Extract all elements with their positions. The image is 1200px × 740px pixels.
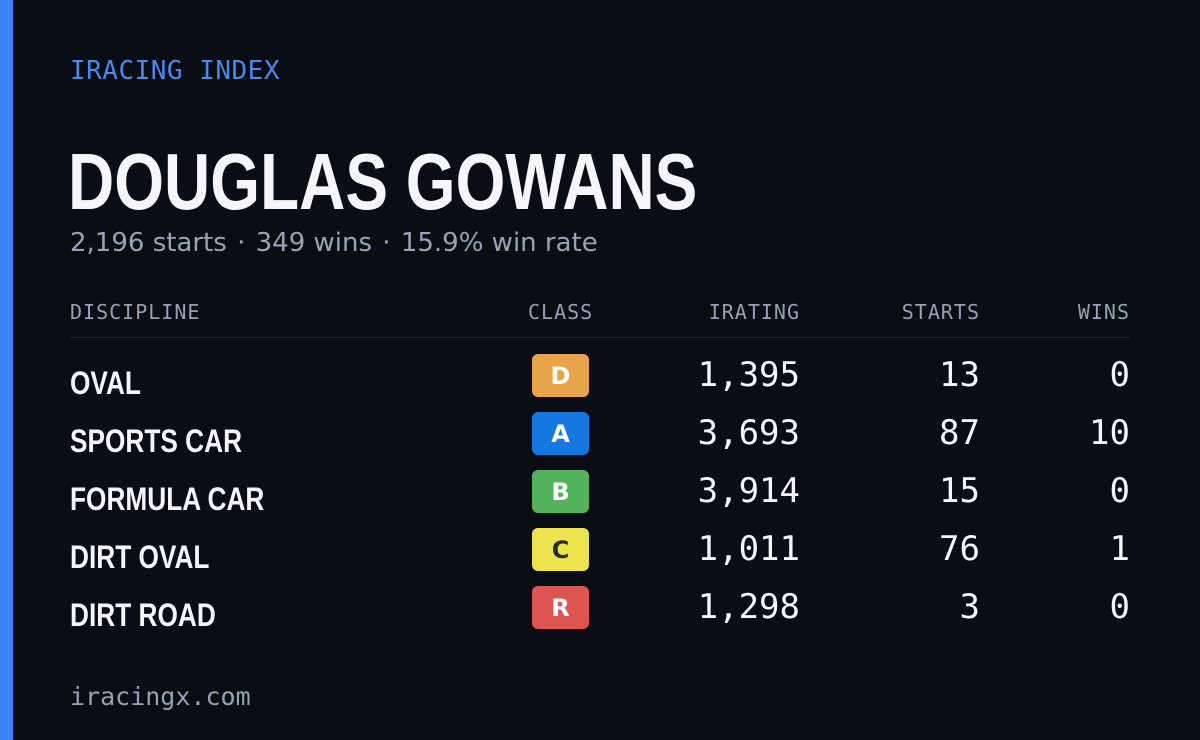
discipline-name: FORMULA CAR [70, 481, 265, 517]
summary-wins: 349 wins [255, 228, 373, 258]
class-badge: D [532, 354, 589, 397]
starts-value: 76 [939, 529, 980, 569]
wins-value: 10 [1089, 413, 1130, 453]
discipline-name: DIRT OVAL [70, 539, 210, 575]
brand-label: IRACING INDEX [70, 56, 280, 86]
accent-bar [0, 0, 13, 740]
table-row: FORMULA CAR B 3,914 15 0 [70, 469, 1130, 527]
table-row: OVAL D 1,395 13 0 [70, 353, 1130, 411]
irating-value: 1,298 [697, 587, 800, 627]
wins-value: 0 [1109, 471, 1130, 511]
table-header-row: DISCIPLINE CLASS IRATING STARTS WINS [70, 298, 1130, 338]
header-class: CLASS [528, 300, 594, 324]
wins-value: 1 [1109, 529, 1130, 569]
irating-value: 3,914 [697, 471, 800, 511]
header-wins: WINS [1077, 300, 1130, 324]
table-row: SPORTS CAR A 3,693 87 10 [70, 411, 1130, 469]
header-starts: STARTS [901, 300, 980, 324]
class-badge: R [532, 586, 589, 629]
player-name: DOUGLAS GOWANS [68, 137, 698, 226]
starts-value: 3 [959, 587, 980, 627]
class-badge: C [532, 528, 589, 571]
starts-value: 15 [939, 471, 980, 511]
summary-separator: · [382, 228, 391, 258]
table-row: DIRT ROAD R 1,298 3 0 [70, 585, 1130, 643]
wins-value: 0 [1109, 587, 1130, 627]
starts-value: 87 [939, 413, 980, 453]
irating-value: 3,693 [697, 413, 800, 453]
starts-value: 13 [939, 355, 980, 395]
discipline-name: DIRT ROAD [70, 597, 216, 633]
irating-value: 1,395 [697, 355, 800, 395]
stats-table: DISCIPLINE CLASS IRATING STARTS WINS OVA… [70, 298, 1130, 643]
class-badge: B [532, 470, 589, 513]
table-row: DIRT OVAL C 1,011 76 1 [70, 527, 1130, 585]
footer-site-link[interactable]: iracingx.com [70, 682, 251, 711]
wins-value: 0 [1109, 355, 1130, 395]
summary-starts: 2,196 starts [70, 228, 227, 258]
player-summary: 2,196 starts · 349 wins · 15.9% win rate [70, 228, 598, 258]
header-irating: IRATING [708, 300, 800, 324]
discipline-name: OVAL [70, 365, 141, 401]
discipline-name: SPORTS CAR [70, 423, 243, 459]
header-discipline: DISCIPLINE [70, 300, 201, 324]
summary-separator: · [237, 228, 246, 258]
class-badge: A [532, 412, 589, 455]
table-body: OVAL D 1,395 13 0 SPORTS CAR A 3,693 87 … [70, 353, 1130, 643]
summary-win-rate: 15.9% win rate [400, 228, 598, 258]
irating-value: 1,011 [697, 529, 800, 569]
